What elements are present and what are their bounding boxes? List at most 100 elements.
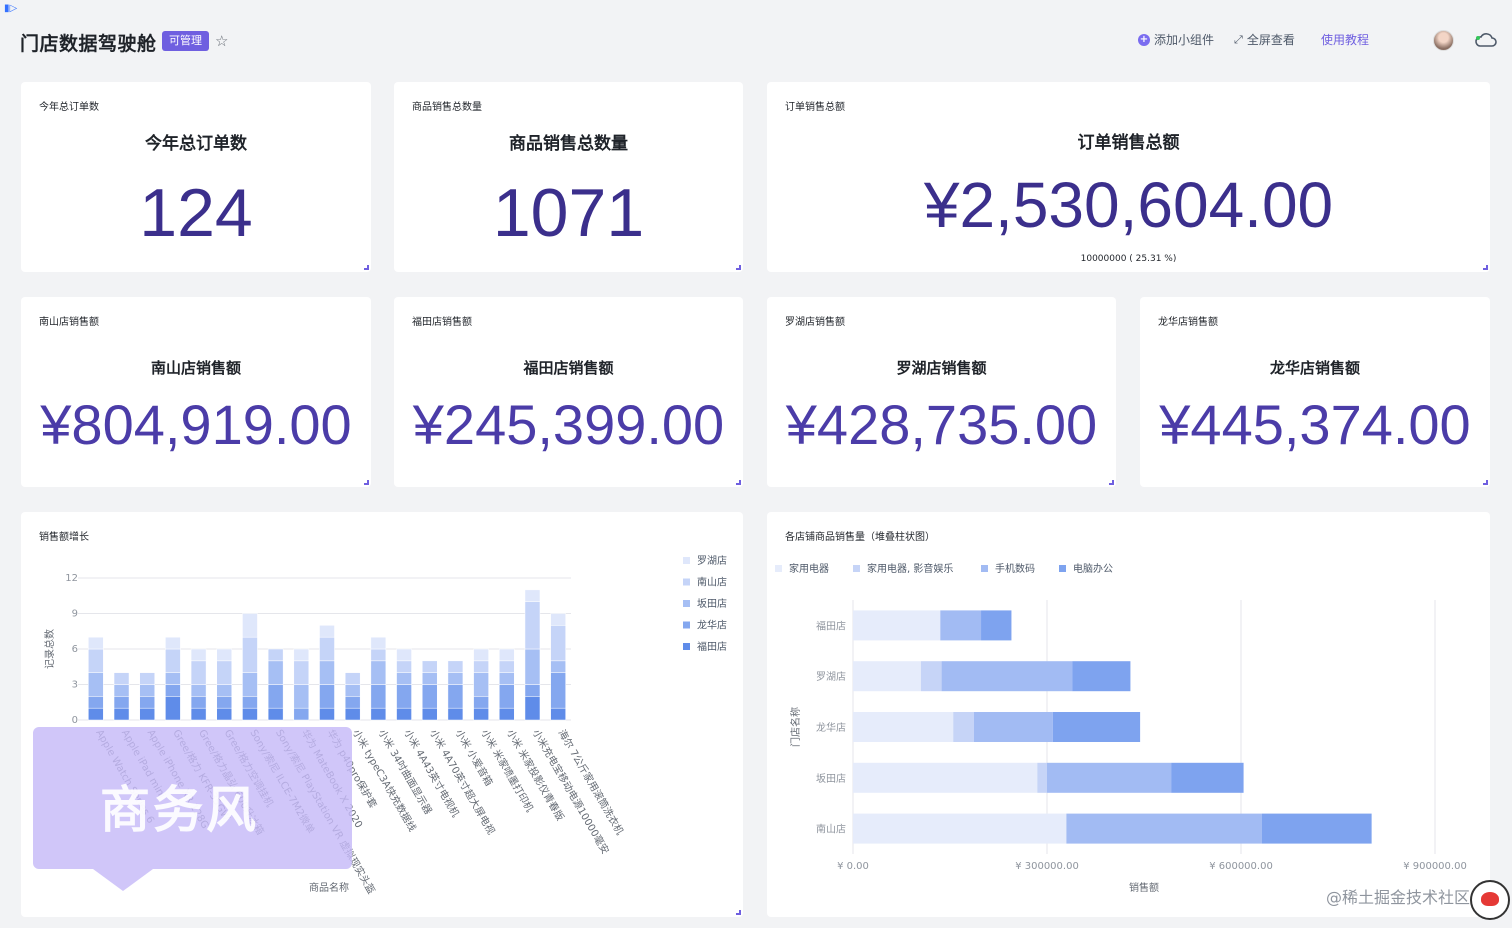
y-axis-label: 记录总数	[43, 629, 56, 669]
bar-segment	[550, 707, 566, 721]
x-tick-label: ¥ 300000.00	[1015, 861, 1079, 872]
bar-segment	[370, 707, 387, 721]
longhua-card-title: 龙华店销售额	[1269, 359, 1360, 377]
longhua-card[interactable]: 龙华店销售额 龙华店销售额 ¥445,374.00	[1140, 297, 1490, 487]
y-tick-label: 龙华店	[816, 721, 846, 734]
y-tick-label: 9	[72, 609, 78, 620]
y-tick-label: 0	[72, 715, 78, 726]
bar-segment	[1052, 712, 1141, 742]
bar-segment	[370, 660, 387, 685]
bar-segment	[165, 696, 181, 721]
bar-segment	[190, 660, 207, 685]
bar-segment	[88, 707, 104, 721]
bar-segment	[113, 696, 130, 709]
bar-segment	[88, 672, 104, 697]
legend-item: 家用电器	[789, 562, 829, 575]
bar-segment	[524, 601, 541, 650]
bar-segment	[447, 672, 464, 685]
quantity-card[interactable]: 商品销售总数量 商品销售总数量 1071	[394, 82, 743, 272]
bar-segment	[421, 707, 438, 721]
bar-segment	[344, 684, 361, 697]
bar-segment	[165, 648, 181, 673]
bar-segment	[190, 696, 207, 709]
bar-segment	[319, 707, 335, 721]
bar-segment	[853, 712, 954, 742]
resize-handle[interactable]	[1483, 480, 1488, 485]
star-icon[interactable]: ☆	[215, 32, 229, 50]
legend-swatch	[981, 565, 988, 572]
luohu-card-title: 罗湖店销售额	[896, 359, 987, 377]
futian-card[interactable]: 福田店销售额 福田店销售额 ¥245,399.00	[394, 297, 743, 487]
add-widget-button[interactable]: + 添加小组件	[1138, 32, 1214, 48]
bar-segment	[216, 648, 233, 662]
tutorial-link[interactable]: 使用教程	[1321, 32, 1369, 48]
y-tick-label: 坂田店	[816, 772, 846, 785]
resize-handle[interactable]	[1483, 265, 1488, 270]
longhua-card-label: 龙华店销售额	[1158, 317, 1218, 328]
sales-card-label: 订单销售总额	[785, 102, 845, 113]
bar-segment	[267, 707, 284, 721]
mascot-icon	[1470, 880, 1510, 920]
bar-segment	[293, 648, 310, 662]
orders-card-label: 今年总订单数	[39, 102, 99, 113]
sales-card[interactable]: 订单销售总额 订单销售总额 ¥2,530,604.00 10000000 ( 2…	[767, 82, 1490, 272]
bar-segment	[421, 672, 438, 685]
bar-segment	[344, 707, 361, 721]
resize-handle[interactable]	[736, 265, 741, 270]
orders-card-title: 今年总订单数	[145, 134, 247, 154]
bar-segment	[88, 696, 104, 709]
resize-handle[interactable]	[364, 480, 369, 485]
legend-item: 坂田店	[697, 597, 727, 610]
legend-swatch	[853, 565, 860, 572]
resize-handle[interactable]	[364, 265, 369, 270]
y-tick-label: 3	[72, 680, 78, 691]
y-tick-label: 12	[65, 573, 78, 584]
bar-segment	[499, 707, 515, 721]
bar-segment	[499, 672, 515, 685]
bar-segment	[396, 660, 412, 673]
legend-swatch	[683, 557, 690, 564]
resize-handle[interactable]	[736, 910, 741, 915]
bar-segment	[242, 613, 258, 638]
legend-item: 龙华店	[697, 619, 727, 632]
bar-segment	[113, 672, 130, 685]
stacked-chart-card[interactable]: 各店铺商品销售量（堆叠柱状图） ¥ 0.00 ¥ 300000.00 ¥ 60000…	[767, 512, 1490, 917]
quantity-card-label: 商品销售总数量	[412, 102, 482, 113]
bar-segment	[524, 696, 541, 721]
bar-segment	[499, 648, 515, 662]
avatar[interactable]	[1433, 30, 1454, 51]
sidebar-toggle-icon[interactable]: ▮▷	[4, 3, 18, 14]
bar-segment	[524, 589, 541, 602]
legend-item: 福田店	[697, 640, 727, 653]
resize-handle[interactable]	[736, 480, 741, 485]
legend-item: 罗湖店	[697, 554, 727, 567]
luohu-card[interactable]: 罗湖店销售额 罗湖店销售额 ¥428,735.00	[767, 297, 1116, 487]
x-tick-label: ¥ 0.00	[837, 861, 869, 872]
bar-segment	[447, 707, 464, 721]
bar-segment	[550, 613, 566, 626]
fullscreen-label: 全屏查看	[1246, 33, 1295, 47]
bar-segment	[447, 660, 464, 673]
bar-segment	[139, 684, 155, 697]
bar-segment	[953, 712, 974, 742]
bar-segment	[941, 661, 1073, 692]
bar-segment	[853, 661, 921, 692]
bar-segment	[165, 672, 181, 685]
quantity-value: 1071	[492, 175, 645, 251]
nanshan-card[interactable]: 南山店销售额 南山店销售额 ¥804,919.00	[21, 297, 371, 487]
legend-swatch	[1059, 565, 1066, 572]
footer-watermark: @稀土掘金技术社区	[1326, 888, 1471, 907]
bar-segment	[473, 648, 489, 662]
orders-card[interactable]: 今年总订单数 今年总订单数 124	[21, 82, 371, 272]
bar-segment	[139, 672, 155, 685]
resize-handle[interactable]	[1109, 480, 1114, 485]
cloud-icon[interactable]	[1474, 32, 1498, 48]
fullscreen-button[interactable]: ⤢ 全屏查看	[1234, 32, 1295, 48]
bar-segment	[216, 707, 233, 721]
legend-swatch	[683, 578, 690, 586]
bar-segment	[853, 610, 941, 641]
bar-segment	[550, 660, 566, 673]
bar-segment	[473, 660, 489, 673]
bar-segment	[396, 648, 412, 662]
bar-segment	[421, 660, 438, 673]
